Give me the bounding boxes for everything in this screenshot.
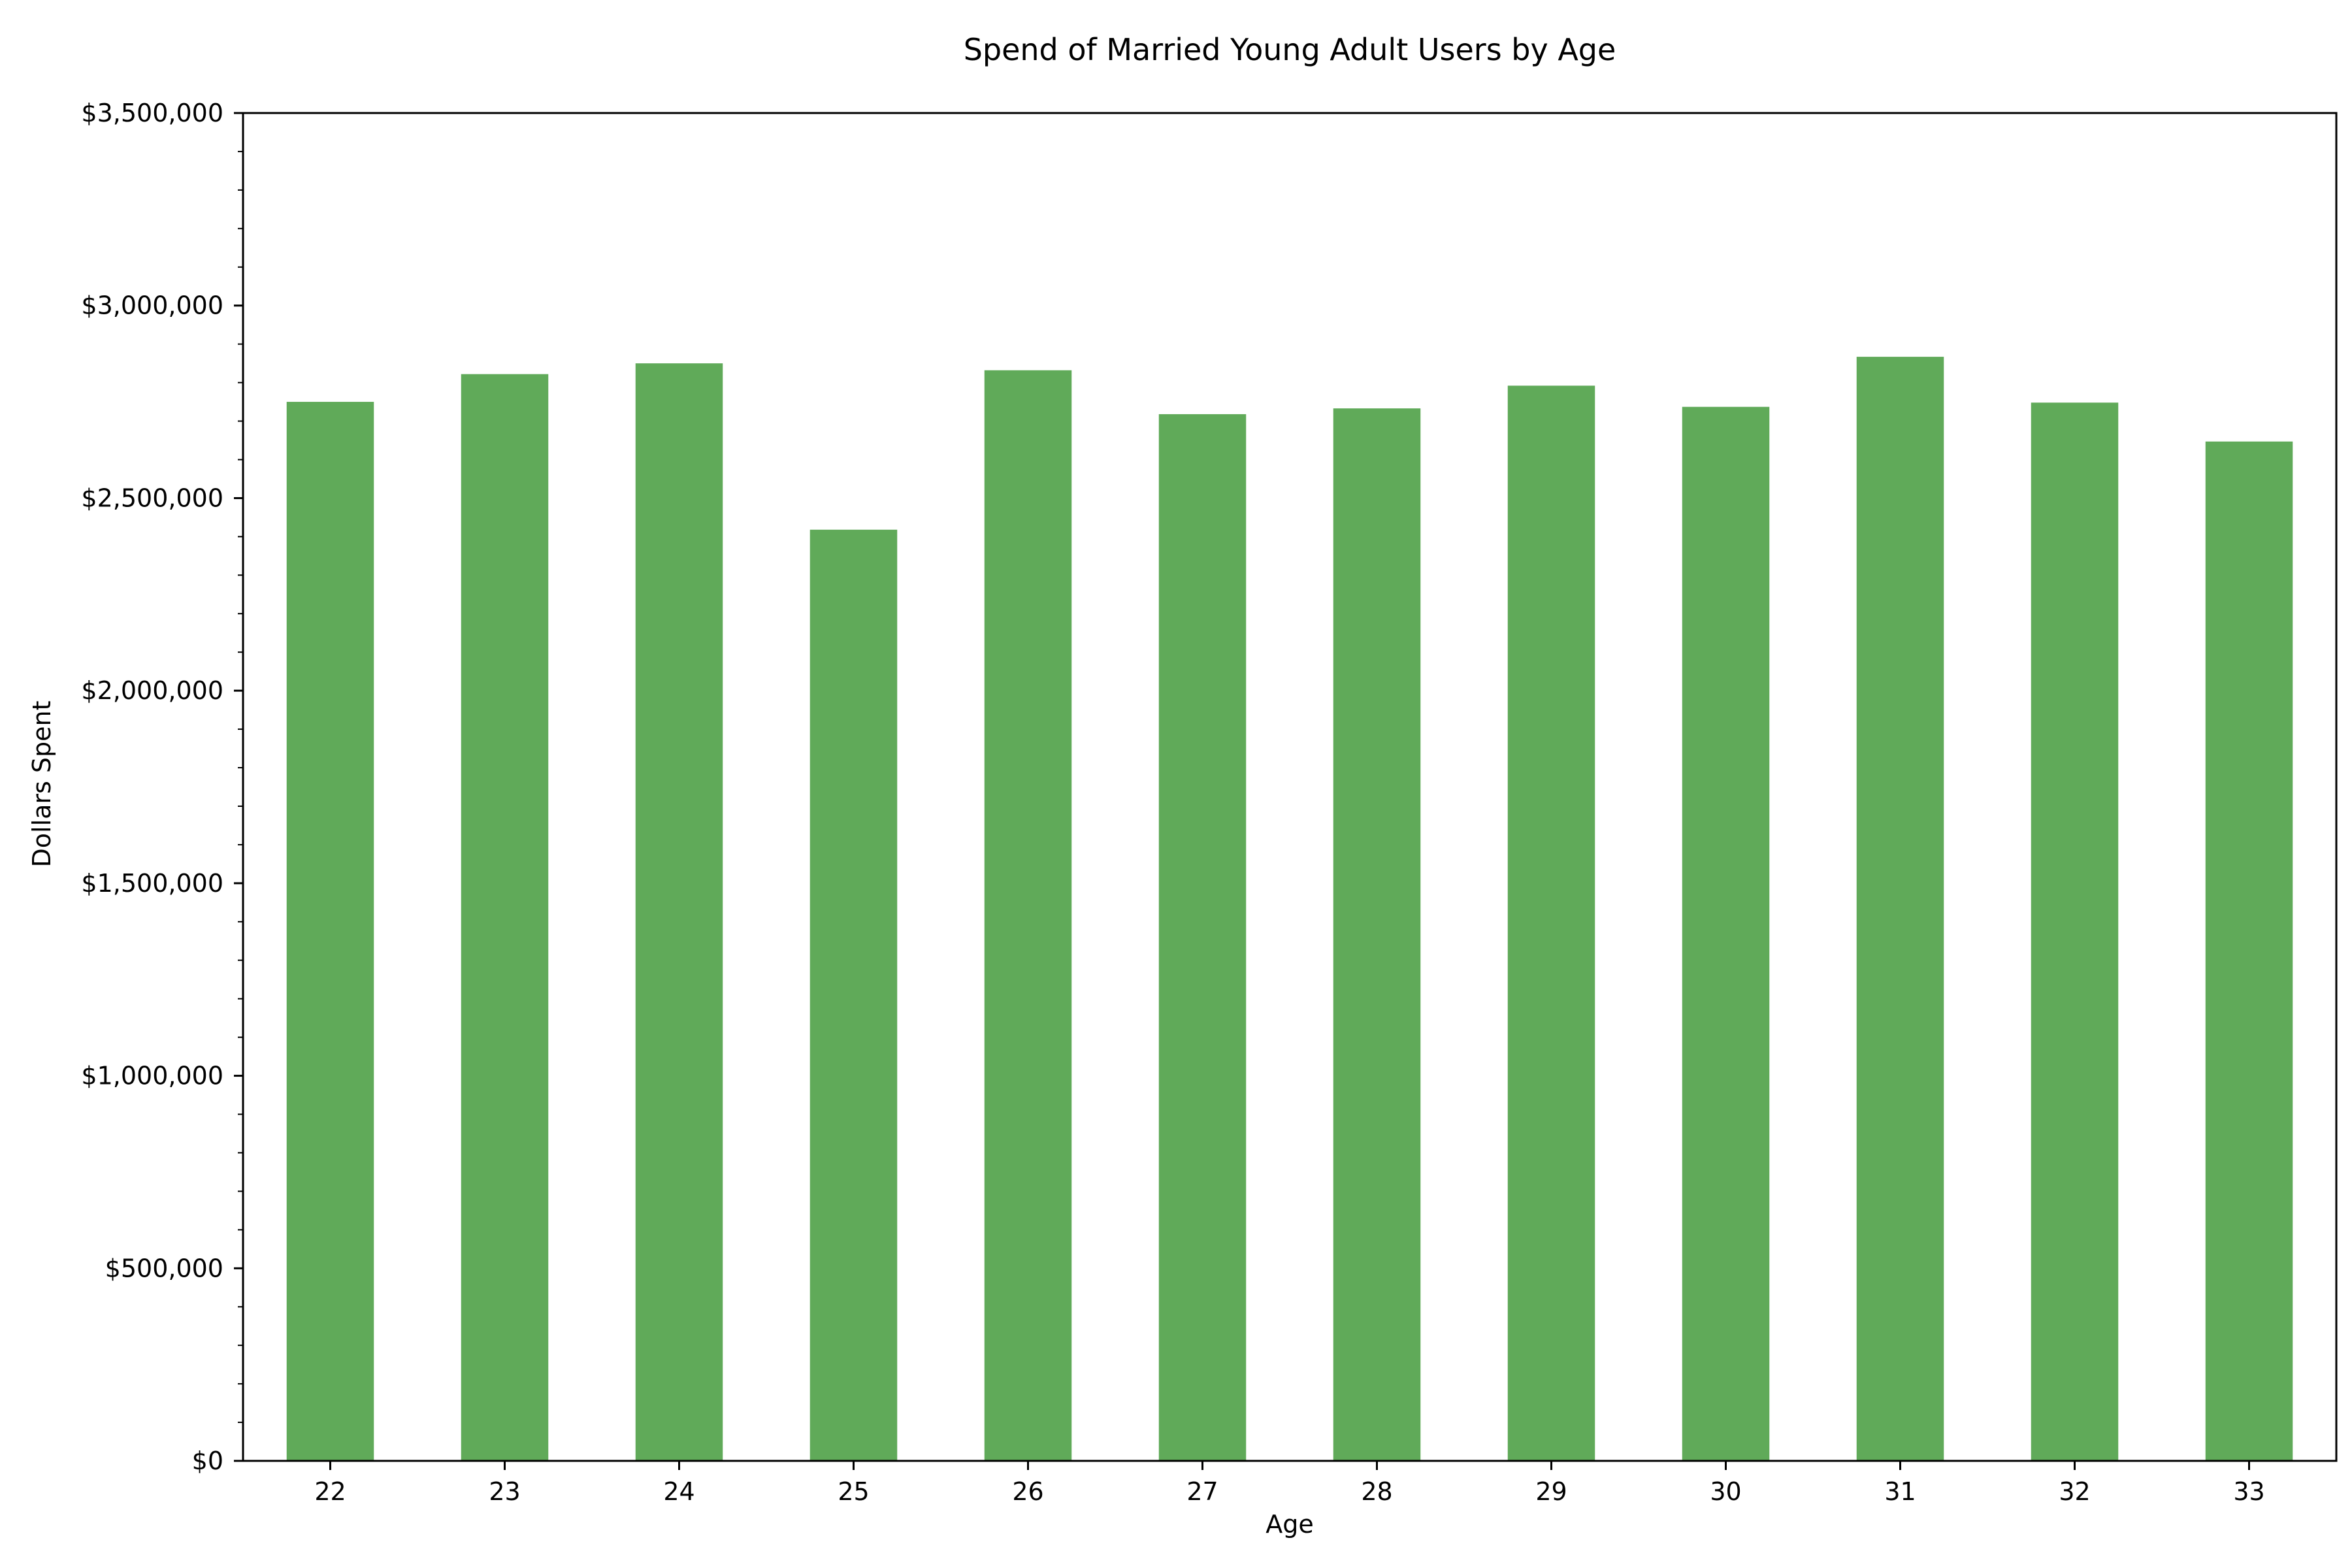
x-tick-label: 30 <box>1710 1477 1741 1506</box>
x-tick-label: 28 <box>1361 1477 1392 1506</box>
x-tick-label: 23 <box>489 1477 520 1506</box>
y-axis-ticks: $0 $500,000 $1,000,000 $1,500,000 $2,000,000… <box>81 99 243 1475</box>
y-axis-label: Dollars Spent <box>27 700 56 867</box>
y-tick-label: $3,500,000 <box>81 99 223 127</box>
x-tick-label: 25 <box>838 1477 869 1506</box>
bar-age-27 <box>1158 414 1247 1462</box>
x-tick-label: 33 <box>2233 1477 2264 1506</box>
plot-area <box>286 357 2293 1462</box>
x-tick-label: 29 <box>1535 1477 1567 1506</box>
x-tick-label: 27 <box>1186 1477 1218 1506</box>
bar-age-26 <box>984 370 1072 1461</box>
bar-age-30 <box>1682 406 1770 1461</box>
y-tick-label: $1,500,000 <box>81 869 223 898</box>
x-axis-ticks: 22 23 24 25 26 27 28 29 30 31 32 33 <box>314 1461 2265 1506</box>
bar-age-32 <box>2031 402 2119 1462</box>
y-tick-label: $2,500,000 <box>81 483 223 512</box>
y-tick-label: $2,000,000 <box>81 676 223 705</box>
x-tick-label: 31 <box>1884 1477 1916 1506</box>
x-axis-label: Age <box>1266 1510 1314 1539</box>
bar-age-28 <box>1333 408 1421 1461</box>
chart-title: Spend of Married Young Adult Users by Ag… <box>964 32 1616 67</box>
x-tick-label: 26 <box>1012 1477 1043 1506</box>
bar-age-33 <box>2205 441 2293 1461</box>
x-tick-label: 32 <box>2059 1477 2090 1506</box>
y-tick-label: $500,000 <box>105 1254 223 1282</box>
x-tick-label: 22 <box>314 1477 346 1506</box>
bar-age-22 <box>286 402 374 1461</box>
y-tick-label: $1,000,000 <box>81 1062 223 1090</box>
x-tick-label: 24 <box>663 1477 694 1506</box>
bar-age-24 <box>635 363 723 1461</box>
bar-age-29 <box>1507 385 1595 1461</box>
axes-frame <box>242 112 2338 1462</box>
y-tick-label: $0 <box>192 1446 223 1475</box>
y-tick-label: $3,000,000 <box>81 291 223 320</box>
bar-age-25 <box>809 529 898 1461</box>
bar-age-31 <box>1856 357 1944 1461</box>
bar-age-23 <box>461 374 549 1461</box>
